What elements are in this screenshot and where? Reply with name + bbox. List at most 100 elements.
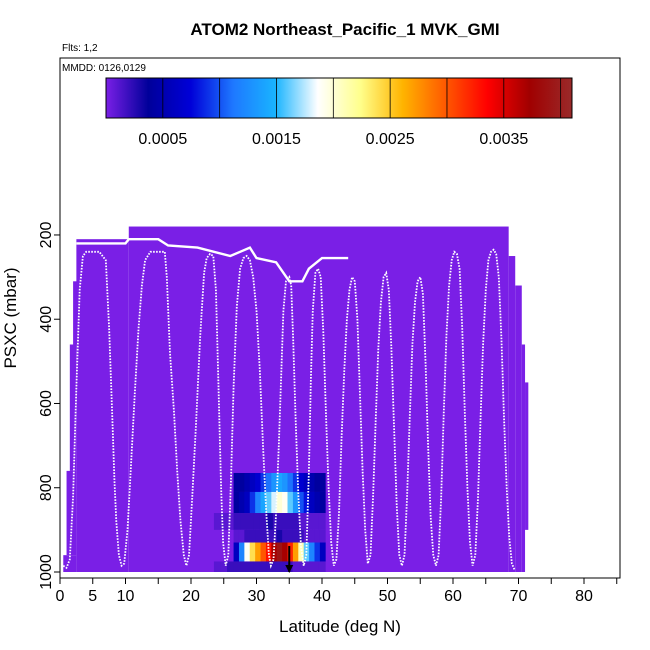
mvk-cell-1-4 [255, 491, 261, 514]
mvk-cell-0-16 [319, 472, 326, 492]
location-marker-arrowhead [285, 565, 294, 573]
x-tick-label: 10 [117, 588, 135, 605]
mvk-cell-5-15 [312, 561, 320, 572]
colorbar-ticks: 0.0005 0.0015 0.0025 0.0035 [138, 131, 528, 148]
mvk-cell-5-14 [305, 561, 313, 572]
coverage-cell-0 [63, 555, 77, 572]
mvk-cell-5-16 [318, 561, 326, 572]
mvk-cell-4-8 [276, 542, 283, 562]
flights-note: Flts: 1,2 [62, 43, 98, 54]
mvk-cell-2-10 [279, 513, 287, 530]
x-tick-label: 60 [444, 588, 462, 605]
mvk-cell-1-14 [309, 491, 315, 514]
mvk-cell-4-10 [287, 542, 294, 562]
mvk-cell-3-6 [265, 529, 272, 543]
mvk-cell-1-7 [271, 491, 278, 514]
x-tick-label: 50 [379, 588, 397, 605]
colorbar-tick-label: 0.0035 [479, 131, 528, 148]
mvk-cell-5-6 [253, 561, 261, 572]
mmdd-note: MMDD: 0126,0129 [62, 63, 146, 74]
mvk-cell-4-14 [309, 542, 315, 562]
mvk-cell-2-8 [266, 513, 274, 530]
x-axis: 0 5 10 20 30 40 50 60 70 80 [56, 578, 618, 605]
mvk-cell-5-0 [213, 561, 221, 572]
mvk-cell-0-10 [287, 472, 294, 492]
coverage-cell-1 [66, 470, 77, 556]
mvk-cell-0-3 [249, 472, 256, 492]
mvk-cell-0-7 [271, 472, 278, 492]
mvk-cell-0-14 [309, 472, 315, 492]
mvk-cell-5-8 [266, 561, 274, 572]
mvk-cell-3-15 [314, 529, 321, 543]
colorbar-fill [106, 78, 572, 118]
mvk-cell-3-2 [244, 529, 251, 543]
mvk-cell-5-1 [220, 561, 228, 572]
mvk-cell-0-11 [292, 472, 299, 492]
mvk-cell-1-16 [319, 491, 326, 514]
mvk-cell-5-10 [279, 561, 287, 572]
y-axis-label: PSXC (mbar) [1, 267, 20, 368]
mvk-cell-4-0 [233, 542, 240, 562]
colorbar: 0.0005 0.0015 0.0025 0.0035 [105, 77, 573, 148]
mvk-cell-0-1 [238, 472, 245, 492]
marker-layer [285, 546, 294, 573]
plot-frame [59, 57, 621, 579]
mvk-cell-4-6 [265, 542, 272, 562]
mvk-cell-4-12 [298, 542, 305, 562]
mvk-cell-3-11 [292, 529, 299, 543]
mvk-cell-2-7 [259, 513, 267, 530]
x-tick-label: 80 [575, 588, 593, 605]
mvk-cell-2-3 [233, 513, 241, 530]
mvk-cell-2-11 [285, 513, 293, 530]
coverage-cell-4 [76, 239, 129, 572]
chart-title: ATOM2 Northeast_Pacific_1 MVK_GMI [190, 20, 499, 39]
coverage-cell-9 [525, 382, 529, 530]
y-tick-label: 200 [38, 222, 55, 249]
mvk-cell-5-12 [292, 561, 300, 572]
coverage-cell-2 [69, 344, 77, 471]
mvk-cell-1-1 [238, 491, 245, 514]
mvk-cell-3-0 [233, 529, 240, 543]
flight-track-line [62, 248, 516, 571]
mvk-cell-4-1 [238, 542, 245, 562]
coverage-cell-8 [521, 344, 526, 572]
colorbar-dividers [162, 78, 562, 118]
mvk-cell-2-13 [299, 513, 307, 530]
mvk-cell-4-3 [249, 542, 256, 562]
mvk-cell-4-15 [314, 542, 321, 562]
mvk-cell-5-13 [299, 561, 307, 572]
mvk-cell-4-9 [282, 542, 288, 562]
x-axis-label: Latitude (deg N) [279, 617, 401, 636]
mvk-cell-5-2 [227, 561, 234, 572]
mvk-cell-1-13 [303, 491, 310, 514]
y-tick-label: 800 [38, 474, 55, 501]
mvk-cell-3-3 [249, 529, 256, 543]
mvk-cell-0-8 [276, 472, 283, 492]
colorbar-frame [105, 77, 573, 119]
mvk-cell-5-7 [259, 561, 267, 572]
mvk-cell-1-9 [282, 491, 288, 514]
mvk-cell-0-4 [255, 472, 261, 492]
mvk-cell-4-2 [244, 542, 251, 562]
mvk-cell-0-0 [233, 472, 240, 492]
mvk-cell-4-4 [255, 542, 261, 562]
mvk-cell-5-5 [246, 561, 254, 572]
x-tick-label: 70 [510, 588, 528, 605]
mvk-cell-0-9 [282, 472, 288, 492]
mvk-cell-3-12 [298, 529, 305, 543]
mvk-cell-3-9 [282, 529, 288, 543]
x-tick-label: 5 [88, 588, 97, 605]
mvk-cell-1-10 [287, 491, 294, 514]
mvk-cell-2-16 [318, 513, 326, 530]
mvk-cell-1-5 [260, 491, 267, 514]
colorbar-tick-label: 0.0015 [252, 131, 301, 148]
mvk-cell-1-2 [244, 491, 251, 514]
flight-track-layer [62, 237, 516, 571]
x-tick-label: 40 [313, 588, 331, 605]
mvk-cell-2-15 [312, 513, 320, 530]
mvk-cell-2-6 [253, 513, 261, 530]
mvk-cell-1-6 [265, 491, 272, 514]
mvk-cell-0-12 [298, 472, 305, 492]
flight-track-secondary-line [76, 237, 349, 283]
